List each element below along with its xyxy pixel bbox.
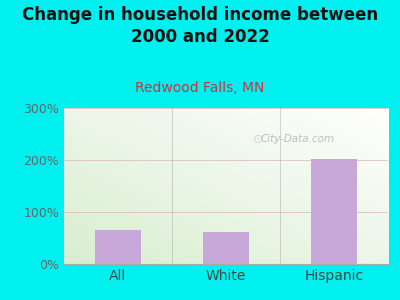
Bar: [95, 230, 141, 264]
Text: Change in household income between
2000 and 2022: Change in household income between 2000 …: [22, 6, 378, 46]
Bar: [203, 232, 249, 264]
Text: City-Data.com: City-Data.com: [260, 134, 334, 144]
Bar: [311, 159, 357, 264]
Text: ⊙: ⊙: [253, 133, 264, 146]
Text: Redwood Falls, MN: Redwood Falls, MN: [135, 81, 265, 95]
